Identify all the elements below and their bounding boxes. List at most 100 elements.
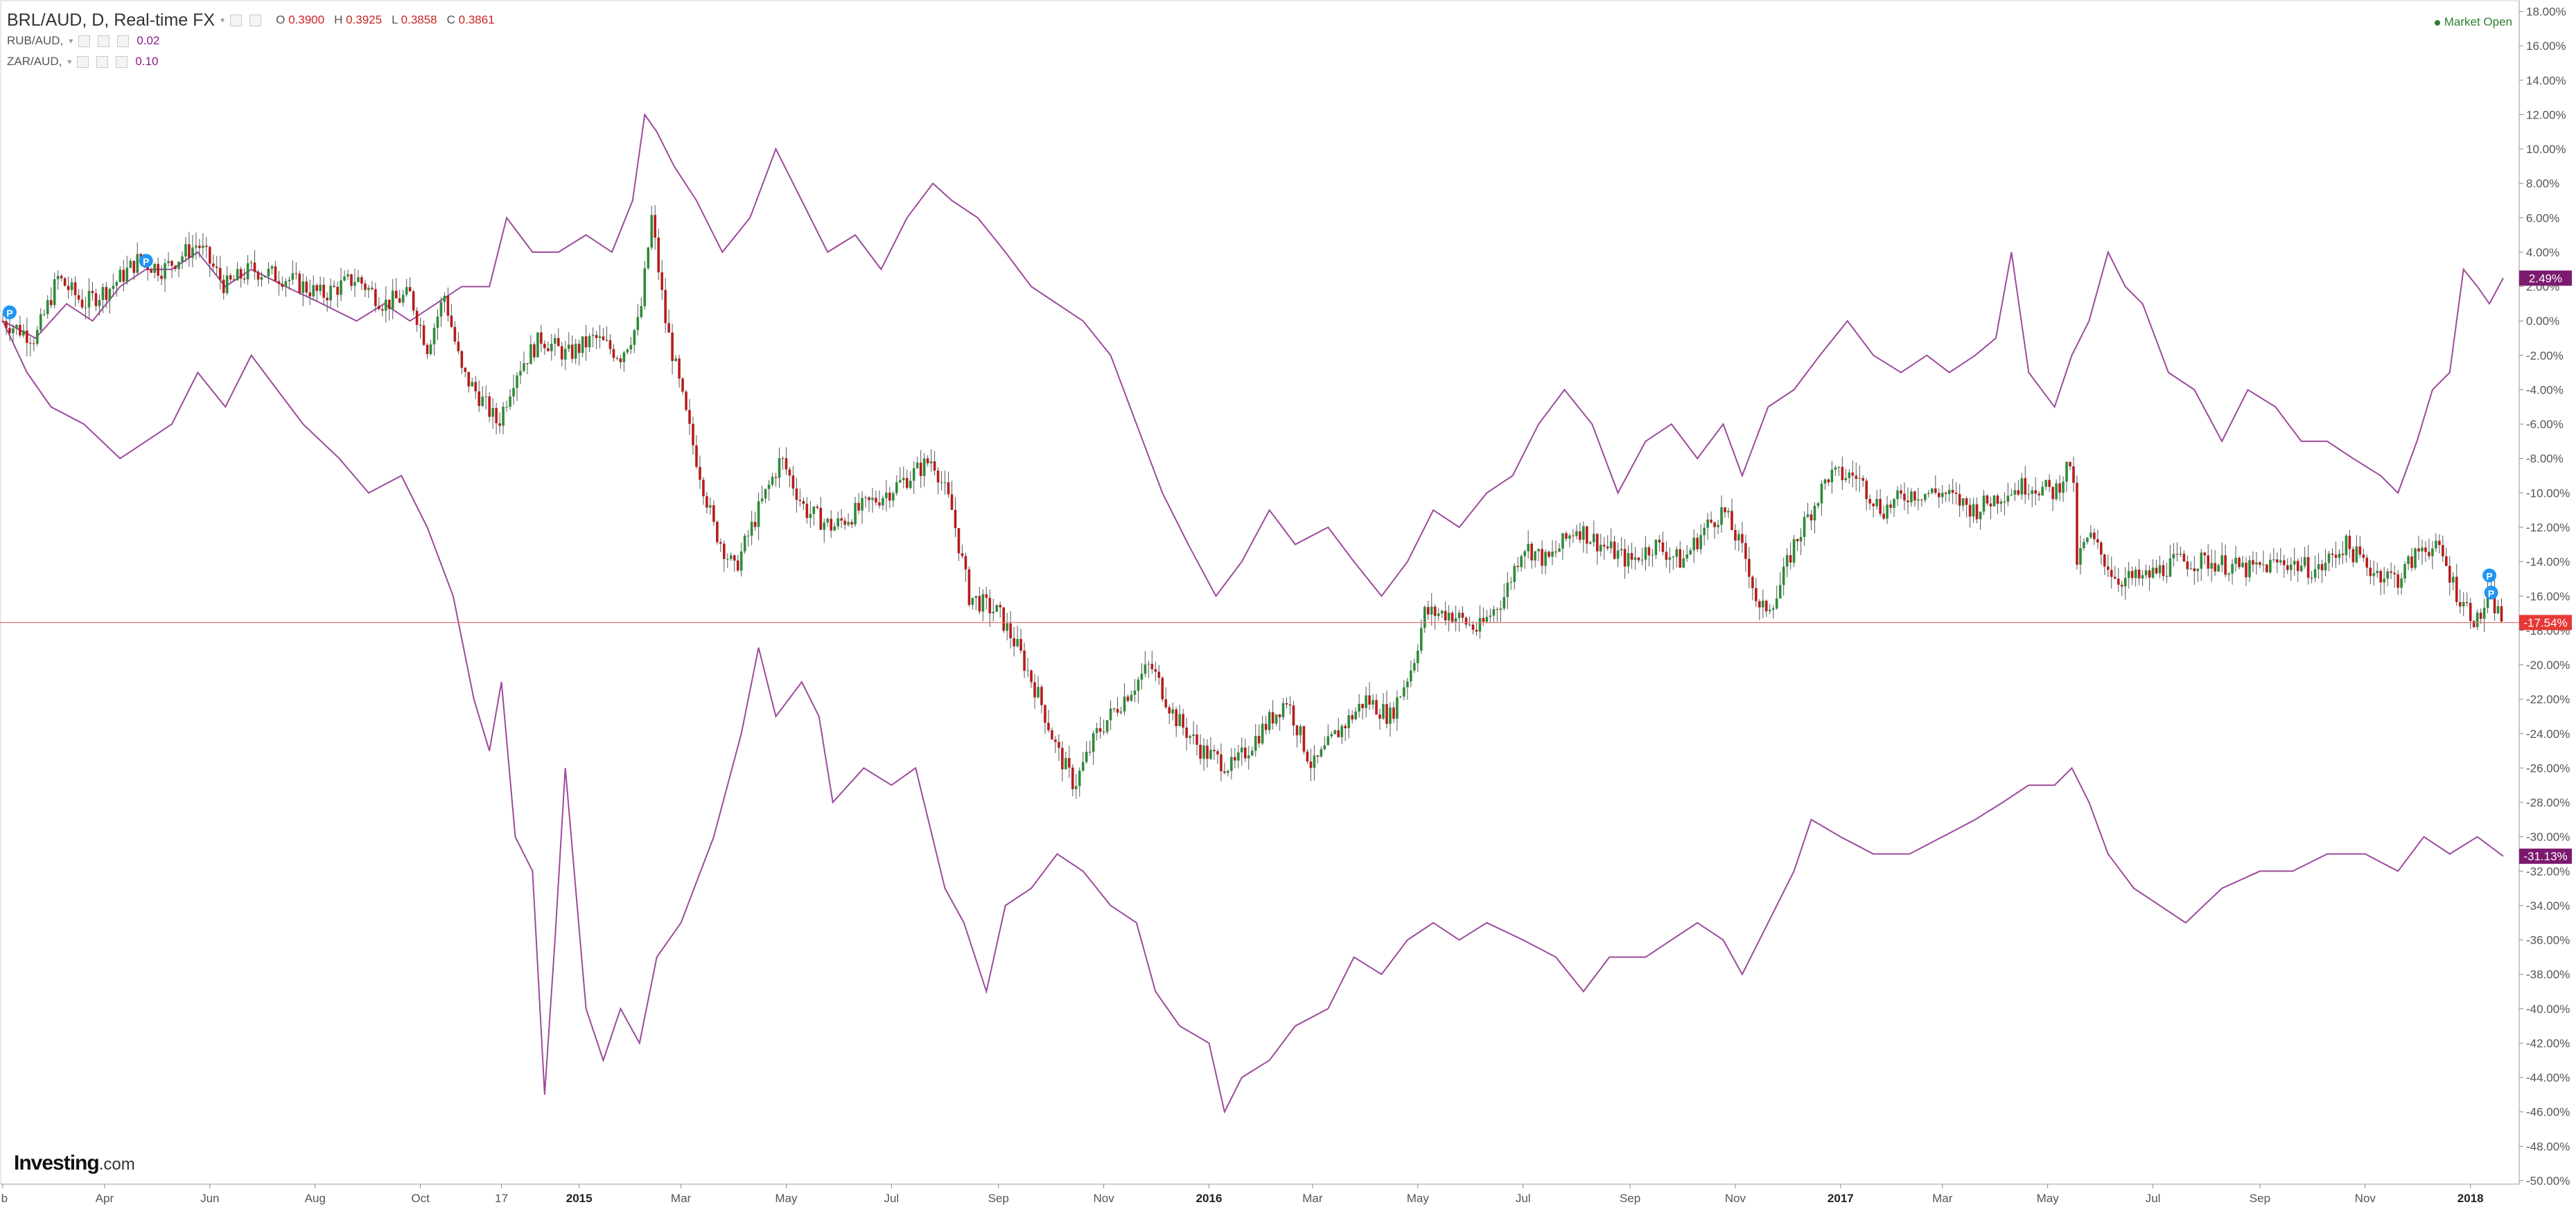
brand-logo[interactable]: Investing.com bbox=[14, 1152, 135, 1175]
event-marker-icon[interactable] bbox=[2484, 585, 2498, 600]
main-symbol[interactable]: BRL/AUD, D, Real-time FX bbox=[7, 10, 216, 30]
event-marker-icon[interactable] bbox=[2482, 568, 2497, 583]
candle-body bbox=[1609, 541, 1613, 549]
candle-body bbox=[2013, 490, 2017, 495]
event-marker-icon[interactable] bbox=[139, 254, 153, 268]
candle-body bbox=[595, 335, 598, 338]
close-label: C bbox=[446, 13, 455, 26]
candle-body bbox=[1751, 576, 1754, 588]
compare-row-zar[interactable]: ZAR/AUD, ▾ 0.10 bbox=[7, 51, 495, 72]
candle-body bbox=[843, 520, 846, 525]
candle-body bbox=[305, 281, 308, 292]
event-marker-icon-label: P bbox=[6, 308, 12, 319]
compare-row-rub[interactable]: RUB/AUD, ▾ 0.02 bbox=[7, 30, 495, 51]
candle-body bbox=[1292, 705, 1295, 726]
candle-body bbox=[1910, 491, 1913, 502]
close-icon[interactable] bbox=[116, 55, 128, 68]
candle-body bbox=[943, 482, 947, 484]
candle-body bbox=[919, 462, 922, 476]
candle-body bbox=[602, 336, 605, 340]
candle-body bbox=[2458, 601, 2462, 607]
y-tick-label: 0.00% bbox=[2526, 315, 2559, 328]
candle-body bbox=[12, 328, 15, 333]
chevron-down-icon[interactable]: ▾ bbox=[67, 57, 72, 67]
candle-body bbox=[132, 261, 136, 273]
candle-body bbox=[164, 263, 166, 279]
candle-body bbox=[1234, 757, 1236, 761]
hide-icon[interactable] bbox=[96, 55, 109, 68]
main-symbol-row[interactable]: BRL/AUD, D, Real-time FX ▾ O 0.3900 H 0.… bbox=[7, 10, 495, 30]
candle-body bbox=[523, 363, 525, 371]
candle-body bbox=[239, 269, 243, 279]
compare-symbol-rub[interactable]: RUB/AUD, bbox=[7, 34, 64, 47]
last-value-badge-brl-aud-bg bbox=[2519, 615, 2572, 631]
chevron-down-icon[interactable]: ▾ bbox=[220, 15, 225, 25]
candle-body bbox=[1078, 770, 1081, 786]
candle-body bbox=[112, 285, 115, 289]
candle-body bbox=[1416, 651, 1419, 664]
candle-body bbox=[2227, 573, 2230, 575]
candle-body bbox=[767, 484, 771, 489]
last-value-badge-rub-aud: -31.13% bbox=[2523, 850, 2567, 863]
event-marker-icon[interactable] bbox=[2, 305, 17, 319]
candle-body bbox=[2193, 568, 2196, 572]
candle-body bbox=[1868, 499, 1871, 504]
settings-icon[interactable] bbox=[78, 35, 91, 47]
candle-body bbox=[1706, 519, 1709, 528]
candle-body bbox=[1264, 723, 1268, 730]
candle-body bbox=[2482, 608, 2486, 619]
candle-body bbox=[1630, 553, 1633, 560]
y-tick-label: -48.00% bbox=[2526, 1140, 2570, 1153]
candle-body bbox=[1637, 557, 1640, 561]
candle-body bbox=[108, 288, 112, 300]
x-tick-label: Mar bbox=[1302, 1192, 1323, 1205]
candle-body bbox=[1410, 670, 1412, 682]
y-tick-label: -28.00% bbox=[2526, 796, 2570, 809]
candle-body bbox=[33, 343, 35, 344]
candle-body bbox=[1764, 601, 1768, 612]
candle-body bbox=[2313, 569, 2317, 578]
candle-body bbox=[598, 336, 602, 338]
settings-icon[interactable] bbox=[77, 55, 89, 68]
candle-body bbox=[1820, 483, 1823, 504]
status-dot-icon bbox=[2434, 19, 2440, 26]
candle-body bbox=[1223, 771, 1226, 773]
candle-body bbox=[1509, 581, 1513, 583]
candle-body bbox=[256, 272, 260, 280]
candle-body bbox=[581, 336, 584, 353]
compare-symbol-zar[interactable]: ZAR/AUD, bbox=[7, 55, 62, 68]
hide-icon[interactable] bbox=[98, 35, 110, 47]
candle-body bbox=[1982, 495, 1986, 512]
y-tick-label: -4.00% bbox=[2526, 383, 2564, 396]
candle-body bbox=[1771, 608, 1775, 610]
candle-body bbox=[764, 488, 767, 499]
candle-body bbox=[2358, 546, 2362, 555]
x-tick-label: Sep bbox=[2250, 1192, 2270, 1205]
candle-body bbox=[8, 328, 11, 333]
chevron-down-icon[interactable]: ▾ bbox=[69, 36, 73, 46]
candle-body bbox=[543, 344, 546, 349]
candle-body bbox=[246, 263, 249, 280]
candle-body bbox=[1112, 708, 1116, 710]
candle-body bbox=[73, 282, 77, 296]
candle-body bbox=[1202, 746, 1205, 759]
candle-body bbox=[1375, 700, 1378, 715]
candle-body bbox=[2231, 563, 2234, 574]
candle-body bbox=[170, 261, 173, 266]
candle-body bbox=[1668, 557, 1672, 560]
candle-body bbox=[326, 297, 328, 301]
hide-icon[interactable] bbox=[249, 14, 262, 26]
candle-body bbox=[936, 470, 940, 483]
candle-body bbox=[467, 371, 471, 387]
y-tick-label: 18.00% bbox=[2526, 6, 2566, 19]
candle-body bbox=[1013, 638, 1015, 646]
settings-icon[interactable] bbox=[230, 14, 243, 26]
candle-body bbox=[208, 247, 211, 264]
candle-body bbox=[1340, 725, 1344, 738]
candle-body bbox=[1247, 755, 1250, 759]
close-icon[interactable] bbox=[117, 35, 130, 47]
candle-body bbox=[619, 358, 622, 362]
candle-body bbox=[840, 518, 843, 521]
